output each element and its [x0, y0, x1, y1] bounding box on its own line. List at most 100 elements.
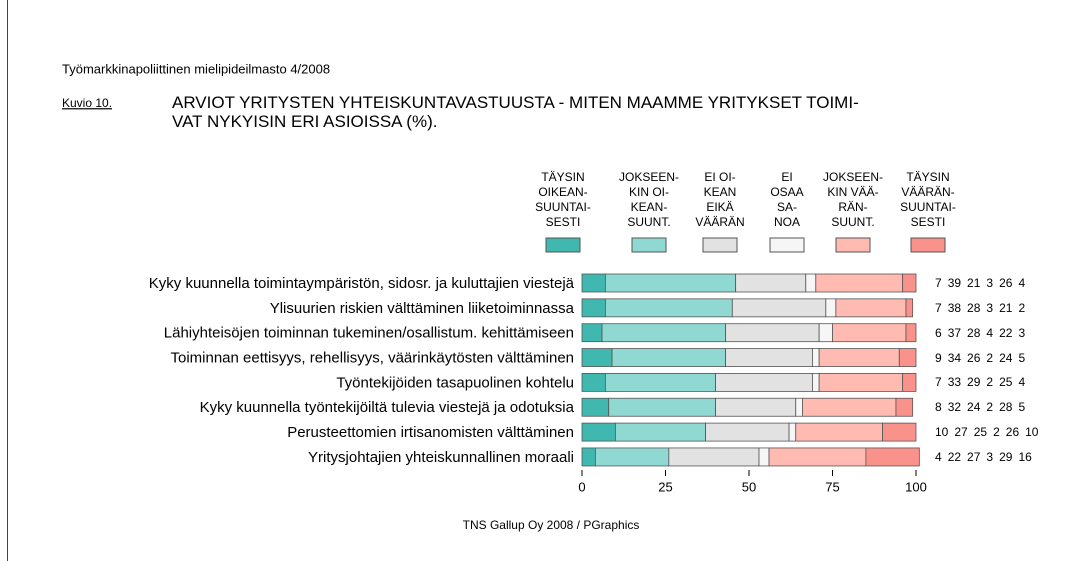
bar-segment	[802, 397, 897, 417]
data-label: 4	[986, 325, 994, 340]
category-label: Kyky kuunnella työntekijöiltä tulevia vi…	[200, 399, 575, 416]
bar-segment	[611, 348, 727, 367]
bar-segment	[615, 422, 706, 442]
data-label: 24	[999, 350, 1013, 365]
bar-segment	[581, 397, 610, 417]
bar-segment	[581, 323, 603, 343]
chart-title: ARVIOT YRITYSTEN YHTEISKUNTAVASTUUSTA - …	[172, 93, 859, 131]
bar-segment	[865, 447, 920, 467]
data-label: 27	[954, 425, 968, 440]
data-label: 2	[993, 425, 1000, 440]
bar-segment	[902, 372, 917, 392]
data-label: 2	[986, 350, 994, 365]
data-label: 39	[947, 276, 962, 290]
value-row: 9 34 26 2 24 5	[935, 350, 1025, 366]
legend-swatch	[702, 237, 738, 253]
bar-segment	[601, 323, 727, 343]
data-label: 28	[999, 400, 1013, 415]
data-label: 2	[1018, 300, 1026, 315]
bar-segment	[835, 298, 907, 318]
bar-segment	[788, 422, 797, 442]
data-label: 7	[935, 276, 942, 290]
figure-label: Kuvio 10.	[62, 96, 112, 110]
data-label: 8	[935, 400, 942, 415]
data-label: 4	[935, 449, 942, 464]
legend-swatch	[545, 237, 581, 253]
bar-segment	[581, 447, 596, 467]
data-label: 5	[1018, 350, 1026, 365]
bar-segment	[818, 348, 900, 367]
x-tick-label: 0	[578, 479, 585, 494]
data-label: 16	[1018, 449, 1032, 464]
data-label: 9	[935, 350, 942, 365]
legend-swatch	[910, 237, 946, 253]
legend-label: EI OSAA SA- NOA	[770, 170, 804, 229]
bar-segment	[668, 447, 760, 467]
bar-segment	[604, 372, 717, 392]
bar-segment	[735, 273, 807, 293]
data-label: 25	[999, 375, 1013, 390]
bar-segment	[725, 323, 820, 343]
bar-segment	[725, 348, 813, 367]
bar-segment	[715, 372, 813, 392]
data-label: 28	[967, 325, 981, 340]
x-tick-label: 75	[825, 479, 839, 494]
data-label: 7	[935, 300, 942, 315]
bar-segment	[795, 397, 803, 417]
bar-segment	[758, 447, 770, 467]
data-label: 24	[967, 400, 981, 415]
data-label: 4	[1018, 375, 1026, 390]
bar-segment	[608, 397, 716, 417]
bar-segment	[581, 273, 606, 293]
data-label: 7	[935, 375, 942, 390]
bar-segment	[768, 447, 867, 467]
data-label: 25	[973, 425, 988, 440]
category-label: Yritysjohtajien yhteiskunnallinen moraal…	[308, 449, 574, 466]
data-label: 22	[947, 449, 962, 464]
data-label: 37	[947, 325, 962, 340]
category-label: Perusteettomien irtisanomisten välttämin…	[287, 424, 574, 441]
data-label: 28	[967, 300, 981, 315]
value-row: 7 38 28 3 21 2	[935, 300, 1025, 316]
x-tick-label: 50	[742, 479, 756, 494]
bar-segment	[795, 422, 884, 442]
value-row: 6 37 28 4 22 3	[935, 325, 1025, 341]
bar-segment	[815, 273, 904, 293]
data-label: 33	[947, 375, 962, 390]
data-label: 3	[1018, 325, 1026, 340]
data-label: 32	[947, 400, 962, 415]
category-label: Toiminnan eettisyys, rehellisyys, väärin…	[170, 350, 574, 367]
x-tick-label: 25	[658, 479, 672, 494]
data-label: 3	[986, 300, 994, 315]
bar-segment	[825, 298, 837, 318]
legend-label: TÄYSIN VÄÄRÄN- SUUNTAI- SESTI	[900, 170, 956, 229]
legend-label: TÄYSIN OIKEAN- SUUNTAI- SESTI	[535, 170, 591, 229]
bar-segment	[581, 348, 613, 367]
bar-segment	[594, 447, 670, 467]
data-label: 21	[999, 300, 1013, 315]
bar-segment	[604, 273, 737, 293]
bar-segment	[581, 372, 606, 392]
value-row: 7 39 21 3 26 4	[935, 275, 1025, 291]
data-label: 2	[986, 375, 994, 390]
data-label: 34	[947, 350, 962, 365]
bar-segment	[805, 273, 817, 293]
bar-segment	[715, 397, 797, 417]
bar-segment	[898, 348, 917, 367]
bar-segment	[832, 323, 907, 343]
bar-segment	[905, 298, 914, 318]
bar-segment	[905, 323, 917, 343]
bar-segment	[812, 372, 820, 392]
data-label: 27	[967, 449, 981, 464]
legend-label: EI OI- KEAN EIKÄ VÄÄRÄN	[695, 170, 745, 229]
data-label: 26	[967, 350, 981, 365]
bar-segment	[812, 348, 820, 367]
bar-segment	[818, 372, 904, 392]
bar-segment	[818, 323, 833, 343]
data-label: 29	[967, 375, 981, 390]
data-label: 26	[999, 276, 1013, 290]
legend-swatch	[631, 237, 667, 253]
bar-segment	[895, 397, 914, 417]
